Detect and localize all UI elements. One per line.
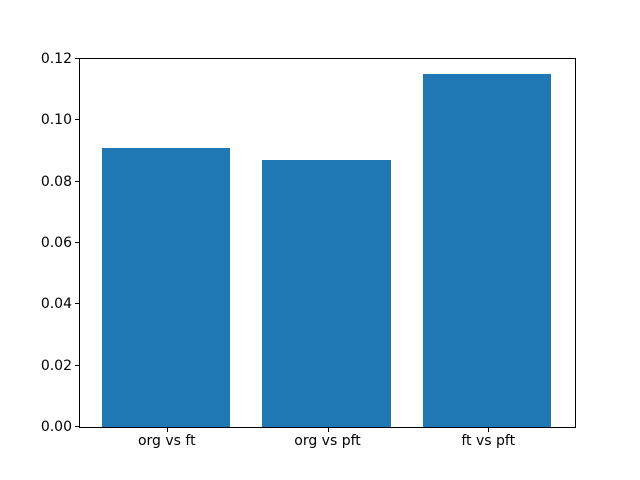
bar-ft-vs-pft <box>422 74 552 427</box>
y-tick-label: 0.02 <box>40 358 72 374</box>
y-tick-label: 0.10 <box>40 112 72 128</box>
bar-org-vs-pft <box>262 160 391 427</box>
plot-area <box>79 58 576 428</box>
y-tick-label: 0.06 <box>40 235 72 251</box>
y-tick-label: 0.08 <box>40 174 72 190</box>
x-tick-mark <box>488 428 489 432</box>
y-tick-mark <box>75 365 79 366</box>
x-tick-label: org vs pft <box>294 433 361 449</box>
y-tick-label: 0.04 <box>40 296 72 312</box>
bar-org-vs-ft <box>101 147 231 427</box>
y-tick-mark <box>75 426 79 427</box>
x-tick-mark <box>328 428 329 432</box>
y-tick-mark <box>75 58 79 59</box>
y-tick-label: 0.00 <box>40 419 72 435</box>
x-tick-mark <box>167 428 168 432</box>
y-tick-mark <box>75 303 79 304</box>
x-tick-label: org vs ft <box>137 433 196 449</box>
y-tick-mark <box>75 242 79 243</box>
y-tick-mark <box>75 119 79 120</box>
y-tick-label: 0.12 <box>40 51 72 67</box>
y-tick-mark <box>75 181 79 182</box>
x-tick-label: ft vs pft <box>461 433 516 449</box>
